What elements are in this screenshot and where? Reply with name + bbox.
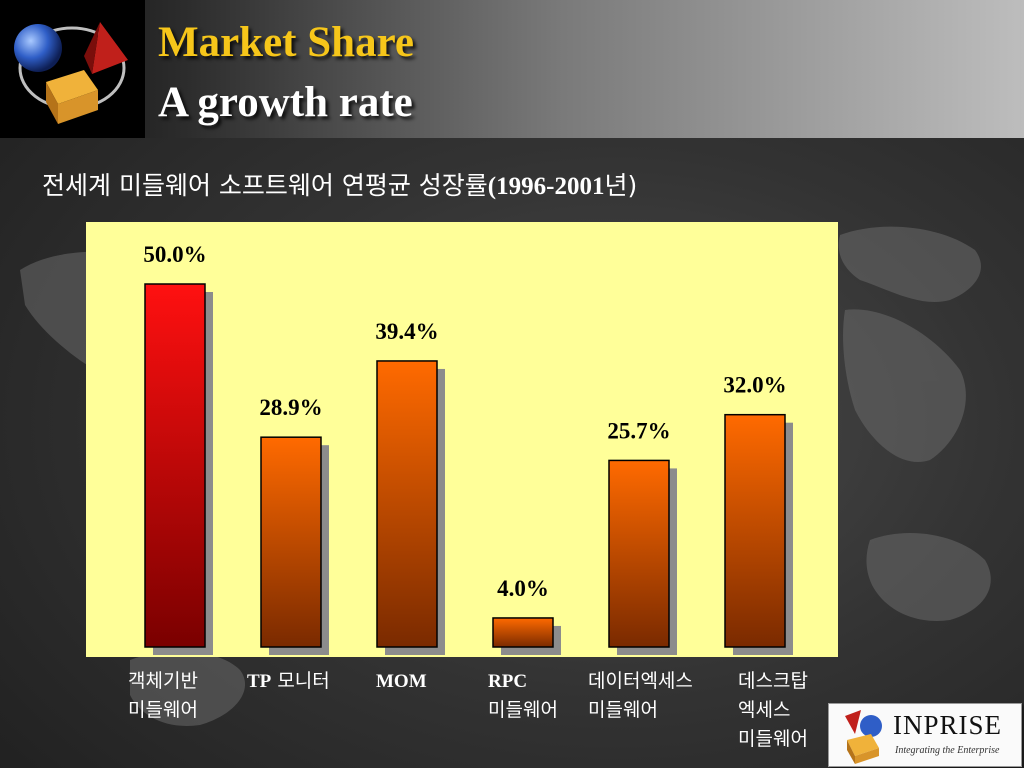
x-label-data-access-middleware: 데이터엑세스 미들웨어 [588, 670, 693, 721]
bar [260, 436, 322, 648]
bar [608, 459, 670, 648]
inprise-logo: INPRISE Integrating the Enterprise [828, 703, 1022, 767]
data-label: 4.0% [497, 576, 549, 601]
bar [144, 283, 206, 648]
x-label-desktop-access-middleware: 데스크탑 엑세스 미들웨어 [738, 670, 808, 750]
data-label: 32.0% [723, 373, 786, 398]
data-label: 28.9% [259, 395, 322, 420]
chart-heading-years: (1996-2001 [487, 173, 605, 200]
inprise-logo-icon [845, 710, 882, 764]
x-label-object-middleware: 객체기반 미들웨어 [128, 670, 198, 721]
bar [376, 360, 438, 648]
header-band [0, 0, 1024, 138]
bar [724, 413, 786, 648]
data-label: 39.4% [375, 319, 438, 344]
data-label: 25.7% [607, 418, 670, 443]
inprise-name: INPRISE [893, 710, 1003, 740]
x-label-tp-monitor: TP 모니터 [247, 670, 330, 692]
x-label-mom: MOM [376, 671, 427, 692]
x-label-rpc-middleware: RPC 미들웨어 [488, 671, 558, 721]
chart-heading-text: 전세계 미들웨어 소프트웨어 연평균 성장률 [42, 171, 488, 200]
chart-heading-suffix: 년) [604, 171, 638, 200]
data-label: 50.0% [143, 242, 206, 267]
slide-title: Market Share [158, 19, 414, 66]
logo [0, 0, 145, 138]
slide-subtitle: A growth rate [158, 79, 413, 126]
bar [492, 617, 554, 648]
inprise-tagline: Integrating the Enterprise [895, 745, 1000, 756]
chart-heading: 전세계 미들웨어 소프트웨어 연평균 성장률(1996-2001년) [42, 166, 637, 202]
